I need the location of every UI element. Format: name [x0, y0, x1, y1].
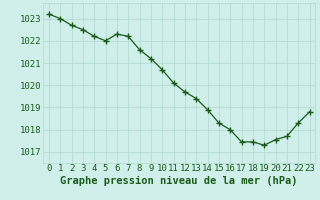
X-axis label: Graphe pression niveau de la mer (hPa): Graphe pression niveau de la mer (hPa) — [60, 176, 298, 186]
